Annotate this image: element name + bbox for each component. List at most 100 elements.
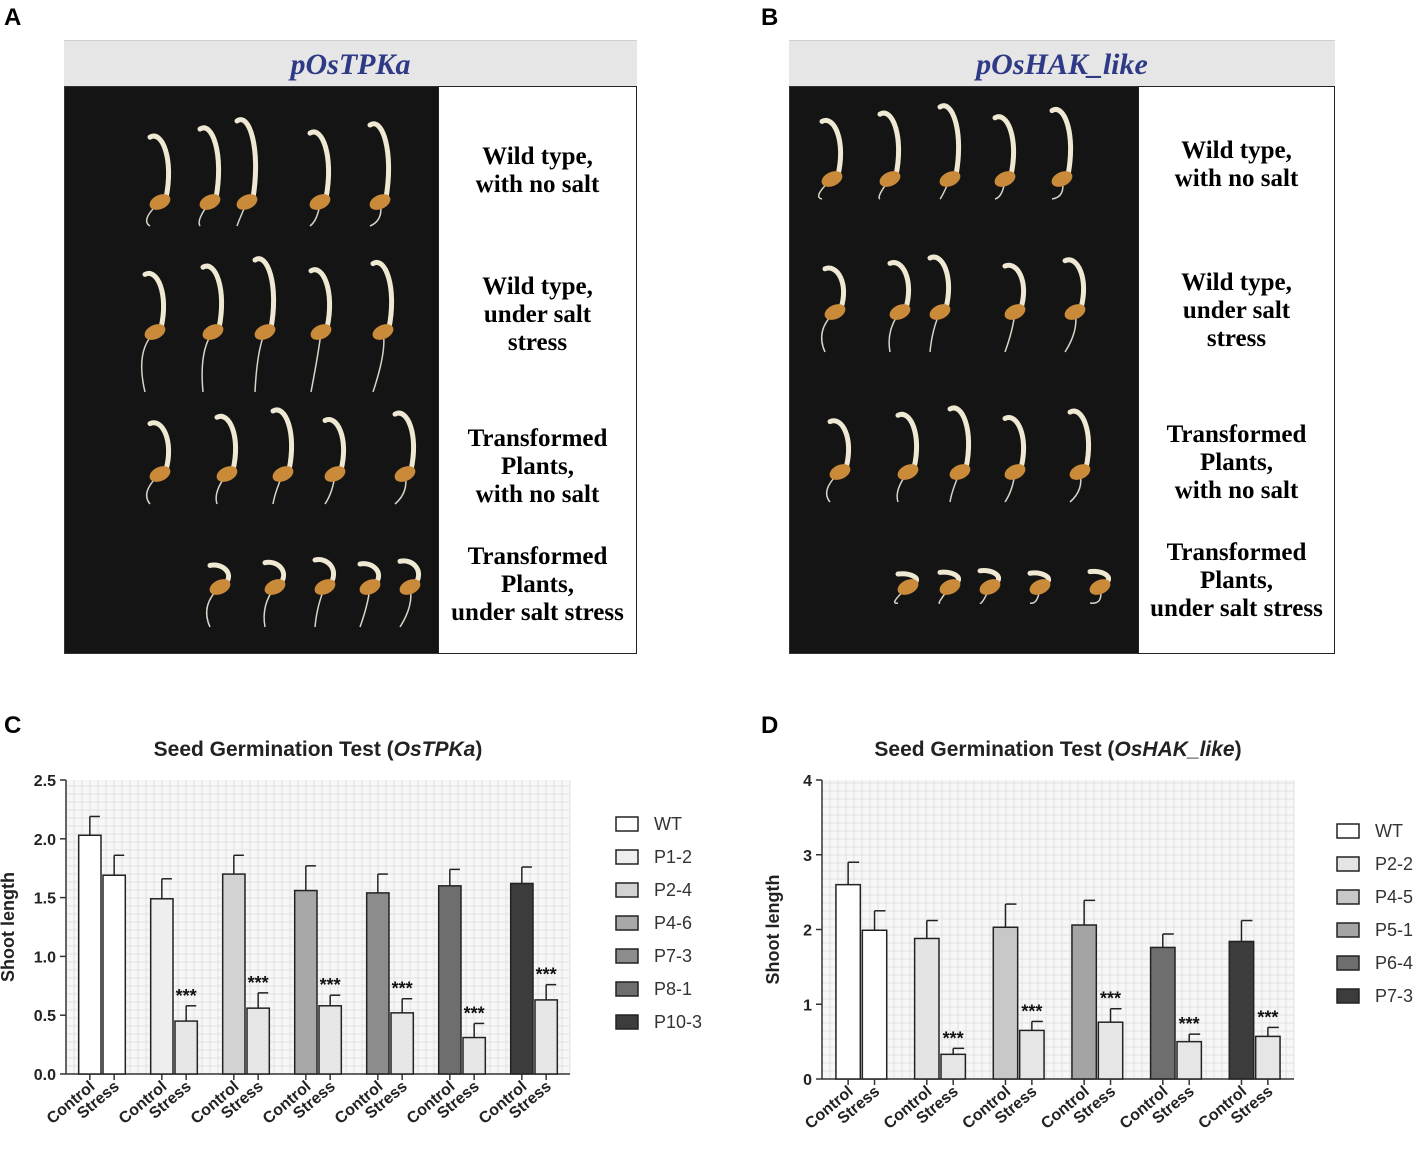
significance-marker: ***: [943, 1028, 964, 1048]
legend-swatch: [615, 882, 639, 898]
significance-marker: ***: [1257, 1007, 1278, 1027]
seedling: [397, 558, 422, 628]
y-tick-label: 1.5: [34, 891, 56, 908]
legend-swatch: [1336, 889, 1360, 905]
seedling-row: [145, 407, 417, 505]
bar-p2-4-control: [221, 873, 246, 1075]
seedling: [877, 110, 902, 200]
legend-swatch: [1336, 955, 1360, 971]
seedling-photo-a: [64, 86, 440, 654]
seedling: [1049, 107, 1074, 200]
legend-label: WT: [654, 814, 682, 834]
seedling: [357, 561, 382, 628]
bar-p7-3-stress: [390, 1012, 415, 1075]
seedling: [937, 103, 962, 200]
condition-label-a-2: Wild type, under salt stress: [482, 273, 593, 356]
seedling: [252, 256, 277, 393]
seedling: [820, 265, 847, 353]
seedling: [947, 405, 972, 503]
seedling: [234, 117, 259, 227]
seedling-row: [145, 117, 392, 227]
bar-p2-2-control: [913, 937, 940, 1080]
legend-swatch: [1336, 922, 1360, 938]
significance-marker: ***: [392, 979, 413, 999]
seedling: [140, 270, 167, 393]
bar-wt-stress: [102, 874, 127, 1075]
legend-swatch: [1336, 823, 1360, 839]
seedling: [308, 267, 333, 393]
seedling: [312, 557, 337, 628]
significance-marker: ***: [1100, 989, 1121, 1009]
seedling: [214, 413, 239, 505]
seedling: [992, 114, 1017, 200]
photo-title-b: pOsHAK_like: [789, 40, 1335, 87]
legend-label: P7-3: [1375, 986, 1413, 1006]
significance-marker: ***: [248, 973, 269, 993]
y-tick-label: 0.0: [34, 1067, 56, 1084]
y-tick-label: 2: [803, 923, 812, 940]
seedling: [977, 568, 1002, 604]
bar-p7-3-control: [365, 892, 390, 1075]
legend-label: P2-2: [1375, 854, 1413, 874]
chart-title: Seed Germination Test (OsHAK_like): [874, 738, 1241, 761]
seedling: [895, 411, 920, 503]
seedling: [1087, 568, 1112, 604]
bar-p8-1-control: [437, 885, 462, 1075]
bar-p4-6-control: [293, 889, 318, 1075]
condition-label-a-1: Wild type, with no salt: [475, 143, 600, 198]
seedling: [197, 125, 222, 227]
bar-p6-4-control: [1149, 946, 1176, 1080]
legend-swatch: [615, 981, 639, 997]
significance-marker: ***: [536, 965, 557, 985]
seedling: [887, 260, 912, 353]
legend-label: P10-3: [654, 1012, 702, 1032]
legend-label: P6-4: [1375, 953, 1413, 973]
seedling-image-b: [817, 103, 1112, 604]
seedling-photo-b: [789, 86, 1140, 654]
bar-wt-control: [77, 834, 102, 1075]
bar-p2-2-stress: [940, 1053, 967, 1080]
y-tick-label: 0.5: [34, 1008, 56, 1025]
bar-p8-1-stress: [462, 1036, 487, 1075]
significance-marker: ***: [1179, 1014, 1200, 1034]
legend-label: P8-1: [654, 979, 692, 999]
seedling: [262, 559, 287, 628]
y-tick-label: 2.0: [34, 832, 56, 849]
condition-label-b-1: Wild type, with no salt: [1174, 137, 1299, 192]
y-tick-label: 2.5: [34, 773, 56, 790]
legend-label: P7-3: [654, 946, 692, 966]
seedling: [1067, 408, 1092, 503]
y-axis-label: Shoot length: [0, 872, 18, 982]
seedling: [322, 417, 347, 505]
photo-panel-b: pOsHAK_like Wild type, with no salt Wild …: [789, 40, 1335, 654]
seedling: [1027, 570, 1052, 604]
legend-label: P4-5: [1375, 887, 1413, 907]
condition-labels-b: Wild type, with no salt Wild type, under s…: [1138, 86, 1335, 654]
seedling-row: [893, 568, 1112, 604]
seedling: [392, 410, 417, 505]
seedling: [927, 254, 952, 353]
seedling: [817, 117, 844, 200]
legend-label: P1-2: [654, 847, 692, 867]
seedling: [205, 562, 232, 628]
y-tick-label: 1.0: [34, 949, 56, 966]
bar-p5-1-control: [1071, 924, 1098, 1080]
seedling: [1002, 415, 1027, 503]
seedling: [307, 129, 332, 227]
seedling: [145, 420, 172, 505]
legend-swatch: [615, 1014, 639, 1030]
seedling: [270, 407, 295, 505]
y-axis-label: Shoot length: [763, 875, 783, 985]
legend-swatch: [615, 816, 639, 832]
plot-area: [66, 780, 570, 1074]
y-tick-label: 0: [803, 1072, 812, 1089]
seedling: [145, 133, 172, 227]
seedling: [937, 569, 962, 604]
bar-p10-3-stress: [534, 999, 559, 1075]
significance-marker: ***: [176, 986, 197, 1006]
significance-marker: ***: [320, 975, 341, 995]
legend-label: P5-1: [1375, 920, 1413, 940]
seedling: [825, 418, 852, 503]
bar-p1-2-control: [149, 898, 174, 1075]
legend-swatch: [615, 915, 639, 931]
